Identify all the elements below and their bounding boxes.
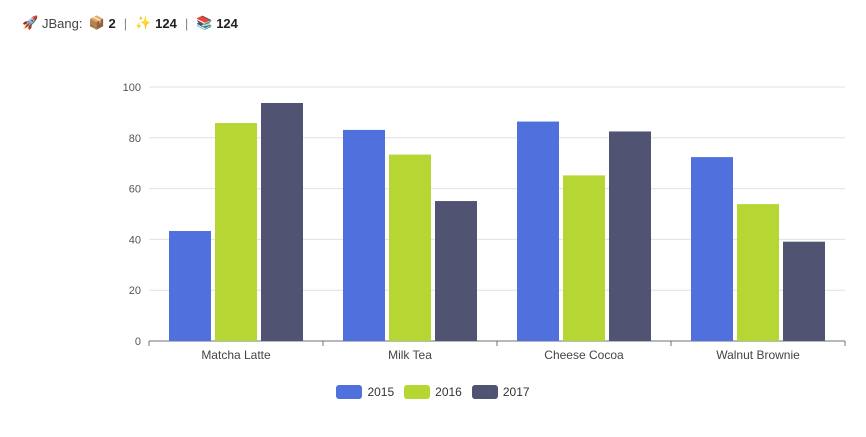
legend-item[interactable]: 2015 bbox=[336, 385, 394, 399]
jbang-stats-bar: 🚀 JBang: 📦 2 | ✨ 124 | 📚 124 bbox=[22, 14, 244, 32]
jbang-label: JBang: bbox=[42, 15, 83, 31]
sparkle-count: 124 bbox=[155, 15, 177, 31]
bar bbox=[435, 201, 477, 341]
y-tick-label: 80 bbox=[129, 133, 141, 145]
separator: | bbox=[184, 15, 189, 31]
legend-label: 2017 bbox=[502, 385, 530, 399]
legend-swatch bbox=[336, 385, 363, 399]
chart-legend: 2015 2016 2017 bbox=[0, 385, 866, 399]
books-icon: 📚 bbox=[196, 15, 213, 30]
sparkles-icon: ✨ bbox=[135, 15, 152, 30]
bar bbox=[783, 241, 825, 341]
bar bbox=[737, 204, 779, 341]
y-tick-label: 20 bbox=[129, 285, 141, 297]
y-tick-label: 0 bbox=[135, 336, 141, 348]
x-tick-label: Milk Tea bbox=[388, 348, 432, 362]
books-count: 124 bbox=[216, 15, 238, 31]
bar bbox=[169, 231, 211, 341]
legend-label: 2015 bbox=[367, 385, 395, 399]
legend-swatch bbox=[471, 385, 498, 399]
y-tick-label: 100 bbox=[123, 82, 141, 94]
x-tick-label: Cheese Cocoa bbox=[544, 348, 624, 362]
separator: | bbox=[123, 15, 128, 31]
legend-item[interactable]: 2017 bbox=[471, 385, 530, 399]
bar bbox=[691, 157, 733, 341]
bar bbox=[343, 129, 385, 341]
x-tick-label: Walnut Brownie bbox=[716, 348, 800, 362]
bar bbox=[261, 103, 303, 341]
bar bbox=[215, 123, 257, 342]
x-tick-label: Matcha Latte bbox=[201, 348, 271, 362]
bar bbox=[389, 154, 431, 341]
bar bbox=[517, 121, 559, 341]
package-count: 2 bbox=[108, 15, 116, 31]
y-tick-label: 60 bbox=[129, 184, 141, 196]
package-icon: 📦 bbox=[88, 15, 105, 30]
bar bbox=[563, 175, 605, 341]
legend-label: 2016 bbox=[435, 385, 462, 399]
rocket-icon: 🚀 bbox=[22, 15, 39, 30]
legend-item[interactable]: 2016 bbox=[404, 385, 462, 399]
y-tick-label: 40 bbox=[129, 234, 141, 246]
legend-swatch bbox=[404, 385, 431, 399]
bar bbox=[609, 131, 651, 341]
